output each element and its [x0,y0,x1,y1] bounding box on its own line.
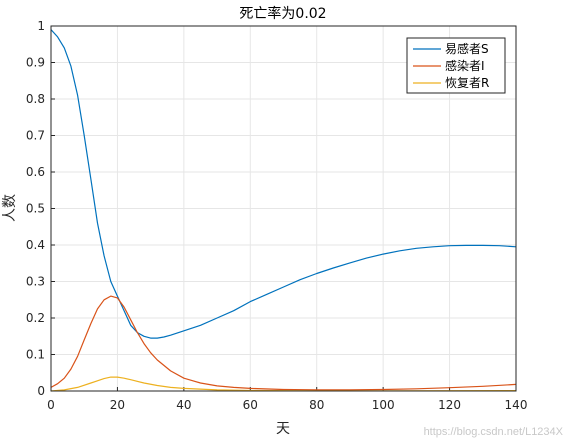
legend: 易感者S 感染者I 恢复者R [406,37,506,94]
x-tick-label: 140 [505,398,528,412]
y-tick-label: 0.1 [26,348,45,362]
x-tick-label: 60 [243,398,258,412]
y-tick-label: 0.7 [26,129,45,143]
x-tick-label: 40 [176,398,191,412]
y-tick-label: 0.8 [26,92,45,106]
x-tick-label: 80 [309,398,324,412]
y-tick-label: 0.6 [26,165,45,179]
series-line-1 [50,295,517,391]
x-tick-labels: 0 20 40 60 80 100 120 140 [47,398,527,412]
y-axis-label: 人数 [2,194,18,222]
watermark: https://blog.csdn.net/L1234X [423,426,563,438]
legend-label: 感染者I [445,58,485,73]
plot-border [50,25,517,392]
x-tick-label: 0 [47,398,55,412]
legend-label: 恢复者R [445,76,489,90]
y-tick-label: 0.3 [26,275,45,289]
y-tick-labels: 0 0.1 0.2 0.3 0.4 0.5 0.6 0.7 0.8 0.9 1 [26,19,45,398]
legend-label: 易感者S [445,41,489,56]
y-tick-label: 0.5 [26,202,45,216]
chart-title: 死亡率为0.02 [239,5,326,22]
y-tick-label: 0.9 [26,56,45,70]
x-tick-label: 100 [372,398,395,412]
y-tick-label: 1 [37,19,45,33]
y-tick-label: 0.2 [26,311,45,325]
y-tick-label: 0 [37,384,45,398]
y-tick-label: 0.4 [26,238,45,252]
x-axis-label: 天 [276,421,290,437]
x-tick-label: 20 [110,398,125,412]
x-tick-label: 120 [438,398,461,412]
series-line-0 [50,29,517,339]
